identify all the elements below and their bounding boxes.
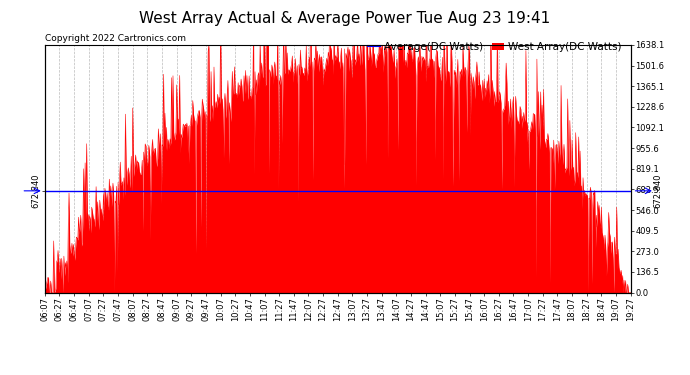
Text: Copyright 2022 Cartronics.com: Copyright 2022 Cartronics.com [45,33,186,42]
Text: West Array Actual & Average Power Tue Aug 23 19:41: West Array Actual & Average Power Tue Au… [139,11,551,26]
Text: 672.840: 672.840 [653,174,662,208]
Legend: Average(DC Watts), West Array(DC Watts): Average(DC Watts), West Array(DC Watts) [364,38,626,56]
